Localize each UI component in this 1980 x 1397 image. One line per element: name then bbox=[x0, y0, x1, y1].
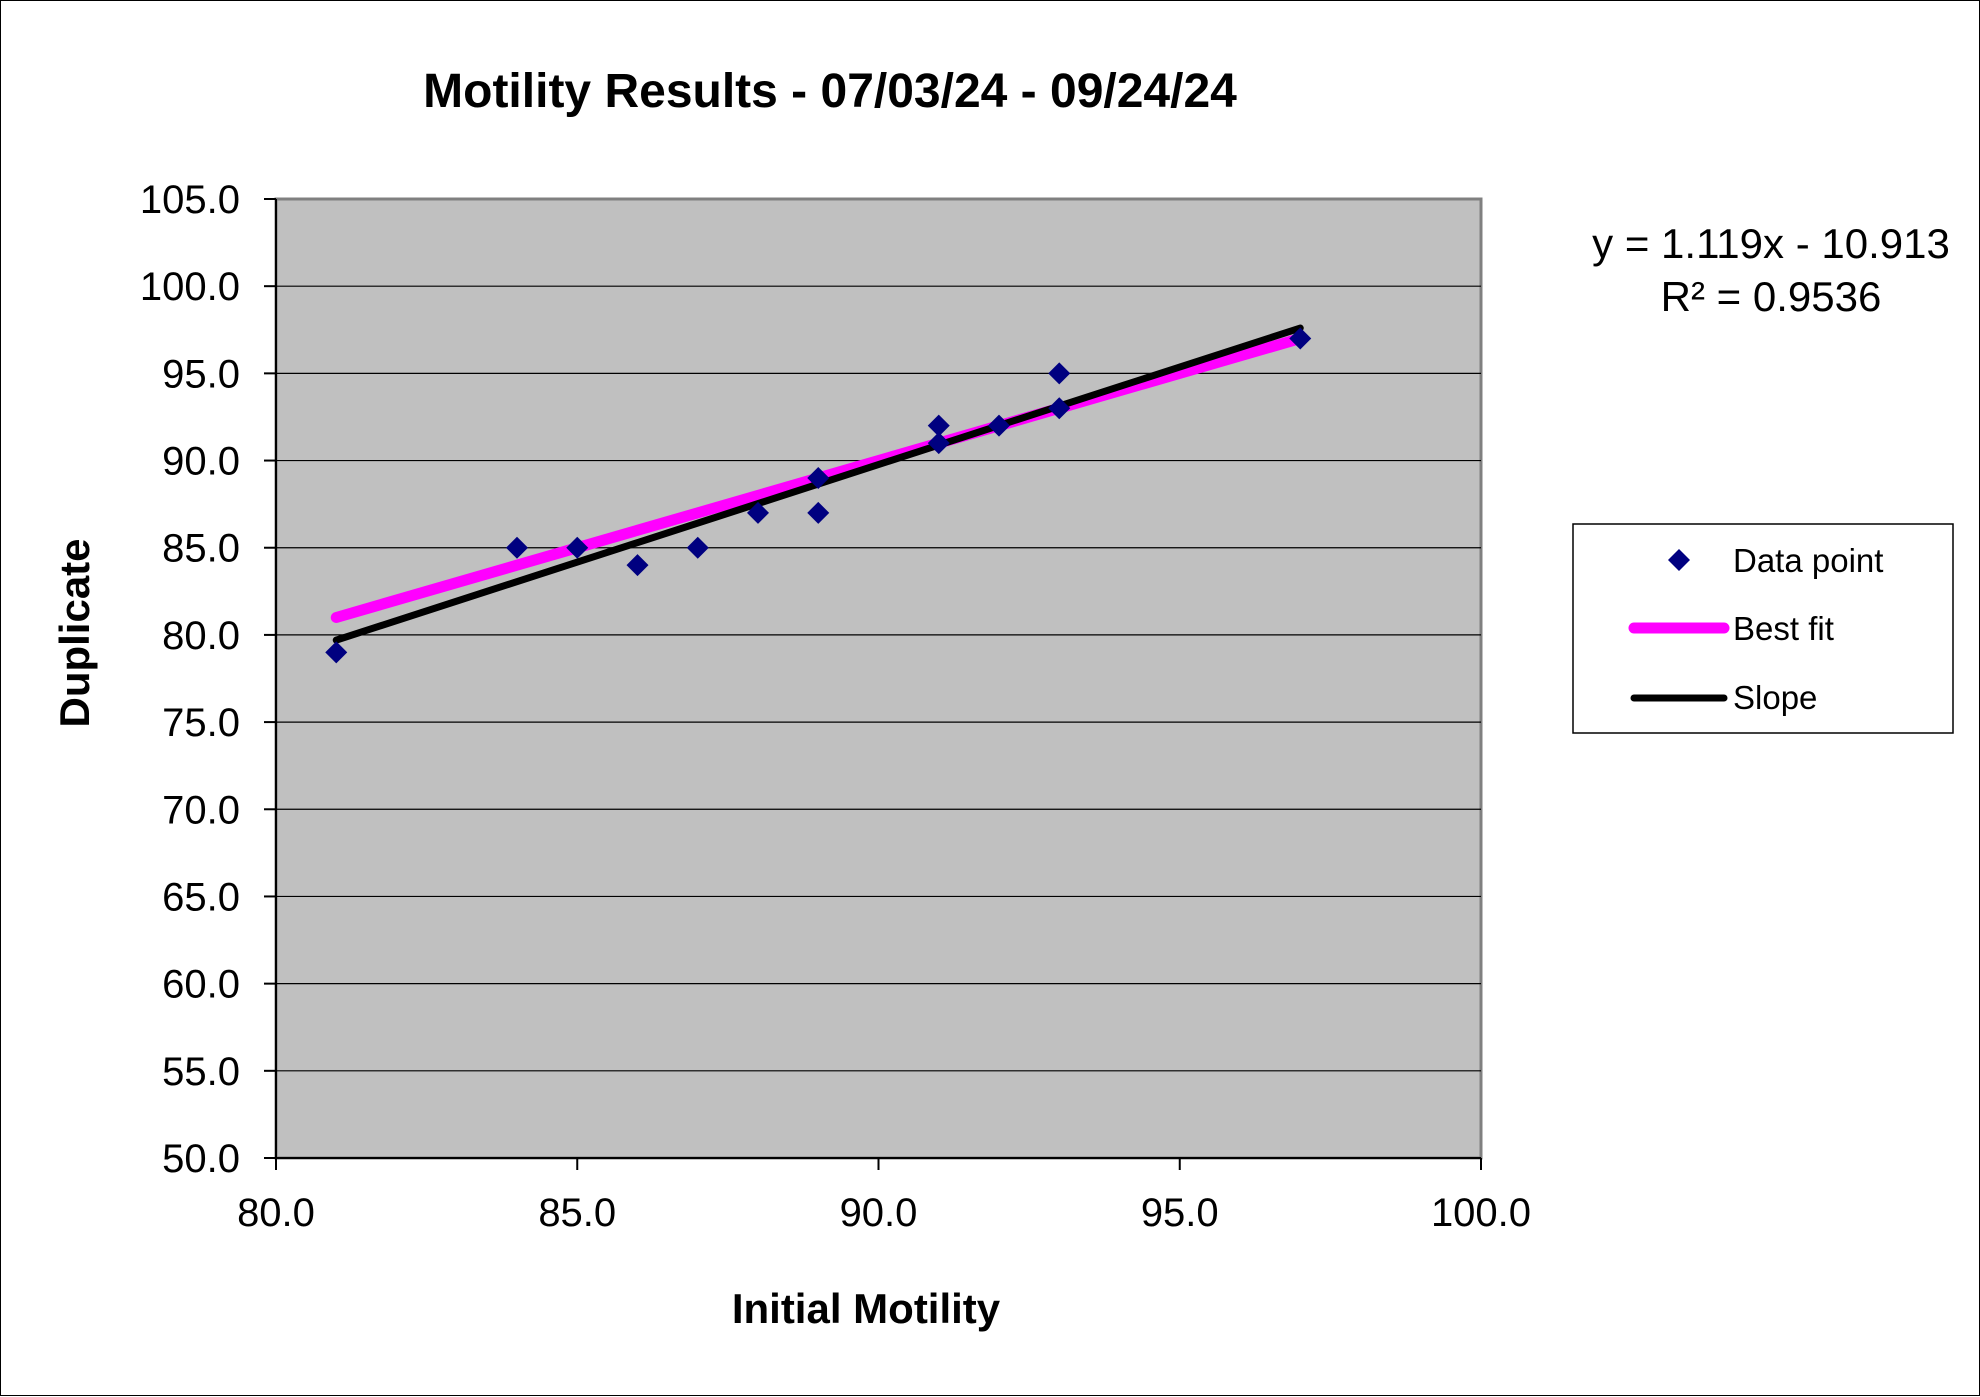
data-point-10 bbox=[988, 414, 1010, 437]
x-tick-label: 100.0 bbox=[1431, 1191, 1531, 1235]
y-tick-label: 55.0 bbox=[162, 1050, 240, 1094]
y-tick-label: 80.0 bbox=[162, 614, 240, 658]
y-tick-label: 95.0 bbox=[162, 352, 240, 396]
data-point-8 bbox=[927, 414, 950, 437]
data-point-11 bbox=[1048, 362, 1071, 385]
data-point-0 bbox=[325, 641, 348, 664]
x-tick-label: 90.0 bbox=[840, 1191, 918, 1235]
legend-label-data-point: Data point bbox=[1733, 542, 1883, 579]
y-tick-label: 70.0 bbox=[162, 788, 240, 832]
x-tick-label: 80.0 bbox=[237, 1191, 315, 1235]
data-points bbox=[325, 327, 1312, 664]
y-tick-label: 105.0 bbox=[140, 178, 240, 222]
data-point-5 bbox=[747, 501, 769, 524]
data-point-6 bbox=[807, 466, 830, 489]
legend: Data point Best fit Slope bbox=[1572, 523, 1954, 734]
data-point-13 bbox=[1289, 327, 1312, 350]
data-point-4 bbox=[686, 536, 709, 559]
x-axis-ticks: 80.0 85.0 90.0 95.0 100.0 bbox=[237, 1158, 1531, 1235]
data-point-2 bbox=[566, 536, 589, 559]
y-tick-label: 75.0 bbox=[162, 701, 240, 745]
y-tick-label: 85.0 bbox=[162, 527, 240, 571]
data-point-1 bbox=[506, 536, 528, 559]
trendline-r-squared: R² = 0.9536 bbox=[1661, 273, 1882, 320]
y-axis-ticks: 50.0 55.0 60.0 65.0 70.0 75.0 80.0 85.0 90.0 95.0… bbox=[140, 178, 276, 1181]
legend-label-best-fit: Best fit bbox=[1733, 610, 1834, 647]
trendline-equation: y = 1.119x - 10.913 bbox=[1592, 220, 1950, 267]
y-tick-label: 100.0 bbox=[140, 265, 240, 309]
data-point-3 bbox=[626, 554, 649, 577]
data-point-7 bbox=[807, 501, 830, 524]
y-tick-label: 65.0 bbox=[162, 875, 240, 919]
x-axis-title: Initial Motility bbox=[732, 1285, 1001, 1332]
x-tick-label: 85.0 bbox=[538, 1191, 616, 1235]
y-tick-label: 50.0 bbox=[162, 1137, 240, 1181]
legend-label-slope: Slope bbox=[1733, 679, 1817, 716]
legend-marker-data-point bbox=[1668, 549, 1690, 571]
x-tick-label: 95.0 bbox=[1141, 1191, 1219, 1235]
chart-title: Motility Results - 07/03/24 - 09/24/24 bbox=[423, 65, 1237, 118]
y-tick-label: 90.0 bbox=[162, 440, 240, 484]
gridlines bbox=[276, 285, 1481, 1072]
plot-area bbox=[274, 197, 1483, 1160]
y-axis-title: Duplicate bbox=[51, 538, 98, 727]
y-tick-label: 60.0 bbox=[162, 963, 240, 1007]
data-point-9 bbox=[927, 432, 950, 455]
data-point-12 bbox=[1048, 397, 1071, 420]
